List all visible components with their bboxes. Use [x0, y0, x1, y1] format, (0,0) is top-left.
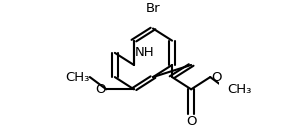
Text: O: O [95, 83, 106, 96]
Text: CH₃: CH₃ [227, 83, 252, 96]
Text: NH: NH [135, 46, 155, 59]
Text: O: O [186, 115, 196, 128]
Text: CH₃: CH₃ [65, 71, 89, 84]
Text: Br: Br [146, 2, 160, 15]
Text: O: O [211, 71, 222, 84]
